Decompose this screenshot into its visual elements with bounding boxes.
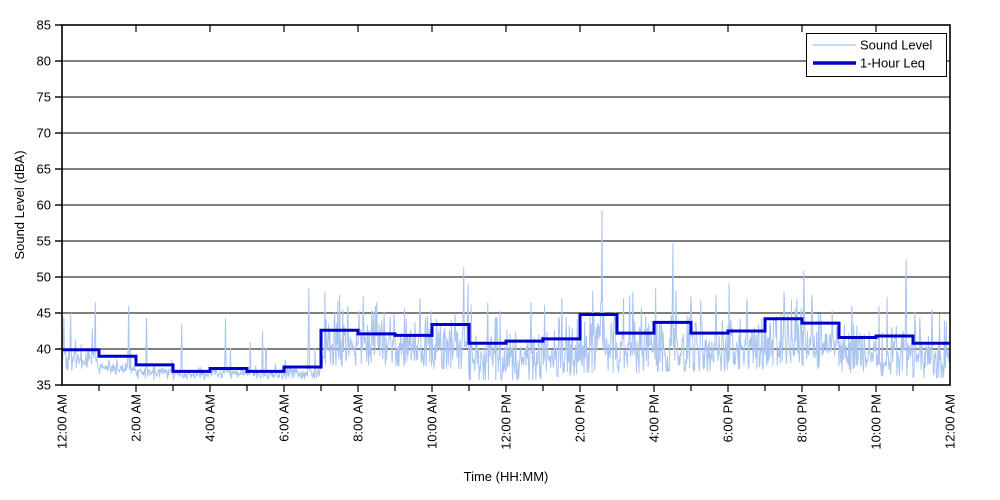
y-axis-title: Sound Level (dBA) (12, 150, 27, 259)
x-tick-label: 12:00 AM (943, 394, 958, 449)
x-tick-label: 4:00 AM (203, 394, 218, 442)
y-tick-label: 50 (37, 270, 51, 285)
legend-label-sound-level: Sound Level (860, 38, 932, 53)
leq-step-line (62, 312, 950, 373)
y-tick-label: 75 (37, 90, 51, 105)
x-axis-title: Time (HH:MM) (464, 469, 549, 484)
y-tick-label: 70 (37, 126, 51, 141)
series-layer (61, 210, 951, 382)
y-tick-label: 65 (37, 162, 51, 177)
x-tick-label: 6:00 PM (721, 394, 736, 442)
legend: Sound Level 1-Hour Leq (806, 33, 947, 77)
y-tick-label: 40 (37, 342, 51, 357)
x-tick-label: 4:00 PM (647, 394, 662, 442)
y-tick-label: 80 (37, 54, 51, 69)
x-tick-label: 10:00 PM (869, 394, 884, 450)
y-tick-label: 55 (37, 234, 51, 249)
legend-label-leq: 1-Hour Leq (860, 56, 925, 71)
y-tick-label: 85 (37, 18, 51, 33)
legend-box (806, 33, 947, 77)
gridlines-layer (62, 60, 950, 350)
x-tick-label: 8:00 PM (795, 394, 810, 442)
x-tick-label: 12:00 AM (55, 394, 70, 449)
x-tick-label: 6:00 AM (277, 394, 292, 442)
sound-level-trace (61, 210, 951, 382)
x-tick-label: 8:00 AM (351, 394, 366, 442)
x-tick-label: 2:00 PM (573, 394, 588, 442)
y-tick-label: 35 (37, 378, 51, 393)
x-tick-label: 10:00 AM (425, 394, 440, 449)
y-tick-label: 60 (37, 198, 51, 213)
x-tick-label: 12:00 PM (499, 394, 514, 450)
plot-border (61, 24, 951, 386)
x-tick-label: 2:00 AM (129, 394, 144, 442)
y-tick-label: 45 (37, 306, 51, 321)
ticks-layer: 35 40 45 50 55 60 65 70 75 80 85 12:00 AM 2:00 AM 4:0… (37, 18, 958, 450)
